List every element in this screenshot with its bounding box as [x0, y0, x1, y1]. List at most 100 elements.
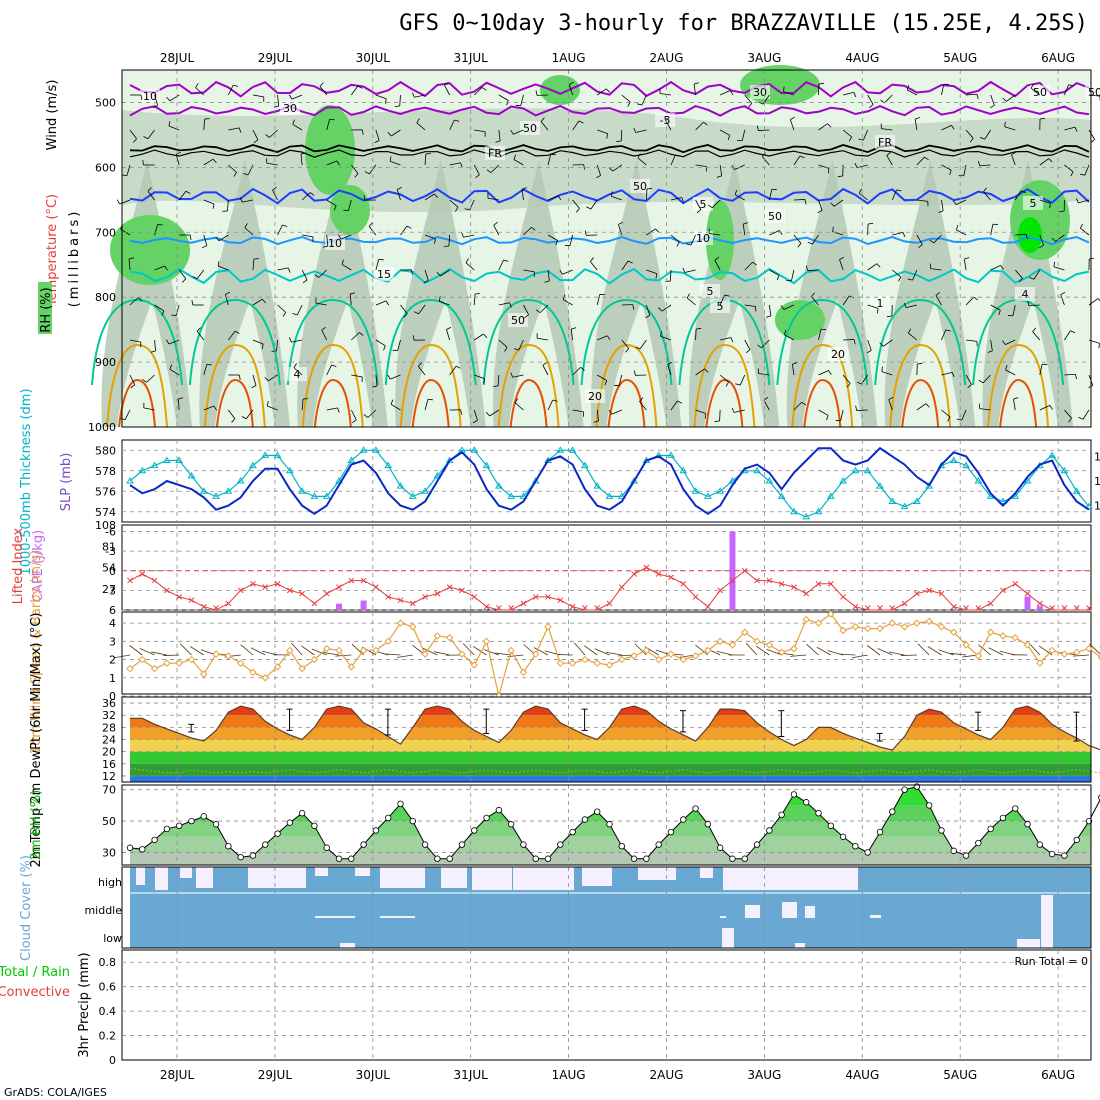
lifted-index-point	[532, 594, 539, 600]
wind-barb	[417, 366, 426, 376]
rh2m-point	[544, 855, 552, 862]
wind-barb-flag	[696, 209, 702, 214]
wind-barb-flag	[288, 94, 293, 100]
rh2m-point	[335, 855, 343, 862]
cloud-gap	[315, 916, 355, 918]
wind-barb-flag	[272, 186, 277, 191]
wind-barb	[523, 269, 535, 273]
rh2m-point	[655, 841, 662, 848]
wind-barb	[611, 196, 622, 201]
rh2m-point	[225, 842, 232, 850]
wind-barb-flag	[1000, 265, 1004, 270]
wind-barb	[119, 199, 131, 205]
wind-barb	[474, 129, 486, 133]
temp-contour-5	[129, 187, 1090, 205]
li-tick: -3	[105, 545, 116, 558]
wind-tick: 2	[109, 654, 116, 667]
wind10-point	[1060, 650, 1069, 658]
wind10-barb	[556, 654, 573, 656]
wind-barb	[886, 155, 893, 166]
wind-barb	[520, 94, 524, 106]
wind-barb-flag	[761, 152, 766, 157]
wind-barb-flag	[157, 224, 163, 226]
wind-barb-flag	[866, 350, 872, 354]
rh2m-point	[1036, 841, 1044, 848]
wind10-barb	[179, 643, 192, 656]
wind-barb	[301, 399, 304, 411]
wind-barb	[242, 199, 254, 203]
wind-barb-flag	[185, 190, 191, 194]
wind10-barb	[877, 648, 893, 656]
thickness-point	[1072, 487, 1081, 494]
wind10-barb	[695, 644, 709, 656]
wind10-point	[876, 624, 884, 633]
rh-moist-column	[688, 160, 780, 427]
wind-barb	[812, 234, 819, 245]
rh2m-point	[249, 852, 257, 859]
thickness-point	[1048, 451, 1057, 458]
wind10-point	[962, 641, 970, 649]
lifted-index-point	[139, 571, 146, 577]
rh2m-point	[1073, 836, 1080, 844]
wind-barb-flag	[1051, 237, 1056, 242]
date-label-bottom: 29JUL	[258, 1068, 293, 1082]
temp-contour-20	[482, 298, 575, 386]
wind10-point	[704, 646, 712, 655]
wind-barb	[326, 160, 338, 166]
wind-barb-flag	[361, 129, 364, 135]
wind-barb	[670, 154, 676, 166]
wind-barb-flag	[987, 350, 993, 353]
wind10-point	[261, 674, 269, 682]
lifted-index-point	[975, 605, 982, 611]
wind10-point	[654, 655, 663, 664]
wind-barb-flag	[169, 364, 173, 370]
wind-barb	[400, 304, 408, 314]
wind10-point	[236, 659, 245, 667]
wind-barb-flag	[363, 414, 369, 418]
wind-barb-flag	[1029, 276, 1034, 280]
wind-barb-flag	[797, 243, 802, 248]
wind10-point	[753, 637, 761, 646]
wind-barb	[1088, 298, 1099, 306]
wind-barb-flag	[128, 257, 134, 260]
temp-contour-10	[129, 235, 1090, 246]
lifted-index-point	[1073, 605, 1080, 611]
temp-contour-freezing-2	[129, 149, 1090, 158]
wind-barb-flag	[735, 383, 741, 386]
slp-panel	[121, 439, 1093, 523]
wind-barb	[523, 304, 529, 315]
wind-barb-flag	[510, 129, 514, 135]
lifted-index-point	[569, 603, 576, 610]
lifted-index-point	[557, 597, 564, 604]
wind-barb	[596, 88, 607, 96]
lifted-index-point	[336, 584, 342, 590]
lifted-index-point	[643, 564, 650, 571]
wind10-point	[482, 637, 491, 646]
rh2m-point	[200, 813, 207, 820]
lifted-index-point	[705, 603, 711, 610]
wind-barb	[228, 164, 237, 173]
wind-barb	[1078, 199, 1090, 204]
wind-barb	[906, 304, 917, 309]
wind-barb-flag	[397, 186, 402, 190]
wind-barb-flag	[1079, 173, 1085, 176]
wind-barb	[965, 296, 974, 306]
date-label-top: 6AUG	[1041, 51, 1075, 65]
wind-barb-flag	[776, 275, 780, 281]
wind-barb-flag	[925, 403, 930, 408]
thickness-point	[667, 451, 675, 458]
wind-barb	[979, 164, 991, 167]
wind-barb-flag	[434, 238, 436, 244]
wind-barb	[686, 297, 696, 306]
wind-barb	[965, 129, 974, 139]
wind-barb-flag	[1074, 126, 1078, 132]
thickness-point	[273, 451, 282, 458]
wind-barb-flag	[658, 307, 663, 312]
wind-barb-flag	[978, 379, 984, 384]
wind-barb	[881, 128, 893, 131]
contour-label-bg	[585, 389, 605, 403]
rh2m-point	[729, 855, 736, 862]
wind-barb	[224, 294, 229, 306]
wind10-point	[310, 655, 319, 664]
contour-label-bg	[655, 113, 675, 127]
